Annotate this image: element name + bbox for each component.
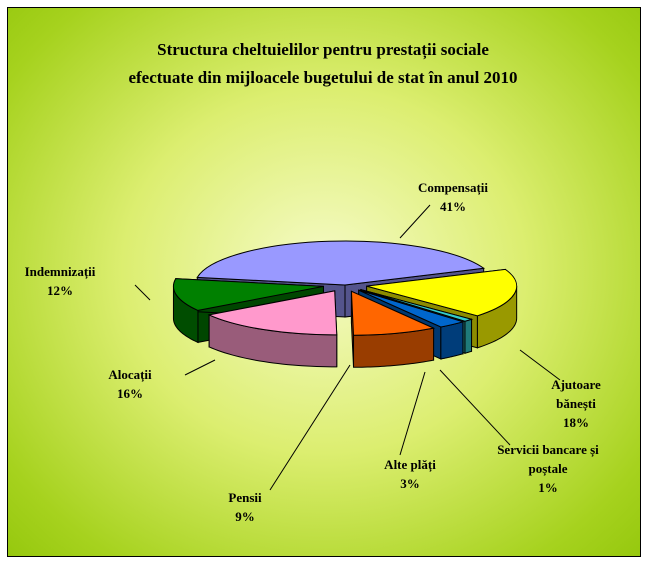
leader-line (399, 371, 426, 456)
value-label: 12% (46, 283, 73, 298)
category-label: Ajutoare bănești (551, 377, 601, 411)
value-label: 41% (440, 199, 466, 214)
value-label: 16% (116, 386, 143, 401)
slice-outer-side (440, 321, 464, 360)
value-label: 9% (235, 509, 255, 524)
data-label: Pensii 9% (228, 488, 261, 526)
category-label: Servicii bancare și poștale (497, 442, 599, 476)
chart-subtitle: efectuate din mijloacele bugetului de st… (128, 68, 518, 87)
slice-top (360, 289, 474, 322)
leader-line (399, 204, 431, 239)
value-label: 18% (563, 415, 589, 430)
data-label: Compensații 41% (418, 178, 488, 216)
category-label: Alocații (108, 367, 152, 382)
slice-top (350, 290, 436, 336)
leader-line (134, 284, 151, 301)
category-label: Alte plăți (384, 457, 436, 472)
value-label: 1% (538, 480, 558, 495)
slice-top (366, 268, 518, 317)
slice-top (358, 289, 465, 328)
chart-title: Structura cheltuielilor pentru prestații… (157, 40, 489, 59)
data-label: Indemnizații 12% (25, 262, 96, 300)
leader-line (269, 364, 351, 491)
slice-top (172, 278, 324, 311)
slice-top (196, 240, 486, 286)
category-label: Pensii (228, 490, 262, 505)
data-label: Servicii bancare și poștale 1% (493, 440, 603, 497)
value-label: 3% (400, 476, 420, 491)
slice (207, 290, 338, 368)
leader-line (439, 369, 511, 446)
slice-top (207, 290, 338, 336)
leader-line (184, 359, 216, 376)
category-label: Compensații (417, 180, 489, 195)
slice-outer-side (464, 318, 473, 354)
data-label: Ajutoare bănești 18% (541, 375, 611, 432)
data-label: Alte plăți 3% (384, 455, 436, 493)
data-label: Alocații 16% (108, 365, 151, 403)
category-label: Indemnizații (24, 264, 96, 279)
leader-line (519, 349, 561, 381)
slice (350, 290, 436, 368)
